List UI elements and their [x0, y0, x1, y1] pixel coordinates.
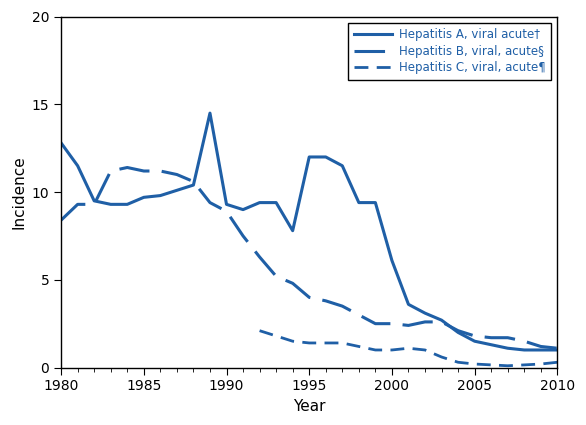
Hepatitis A, viral acute† — [455, 330, 462, 335]
Y-axis label: Incidence: Incidence — [11, 155, 26, 229]
Line: Hepatitis C, viral, acute¶: Hepatitis C, viral, acute¶ — [260, 331, 557, 366]
Hepatitis A, viral acute† — [173, 188, 180, 193]
Hepatitis A, viral acute† — [322, 154, 329, 159]
Hepatitis C, viral, acute¶ — [372, 347, 379, 352]
Hepatitis A, viral acute† — [389, 258, 396, 263]
Hepatitis A, viral acute† — [521, 347, 528, 352]
Hepatitis C, viral, acute¶ — [289, 339, 296, 344]
Hepatitis B, viral, acute§ — [537, 344, 544, 349]
Hepatitis B, viral, acute§ — [256, 255, 263, 260]
Hepatitis B, viral, acute§ — [57, 218, 64, 223]
Hepatitis A, viral acute† — [140, 195, 147, 200]
Hepatitis A, viral acute† — [537, 347, 544, 352]
Hepatitis A, viral acute† — [190, 182, 197, 187]
Hepatitis C, viral, acute¶ — [322, 340, 329, 346]
Hepatitis C, viral, acute¶ — [488, 363, 495, 368]
Hepatitis B, viral, acute§ — [124, 165, 131, 170]
Hepatitis B, viral, acute§ — [190, 179, 197, 184]
Hepatitis A, viral acute† — [256, 200, 263, 205]
Hepatitis A, viral acute† — [504, 346, 511, 351]
Hepatitis A, viral acute† — [57, 140, 64, 145]
Hepatitis C, viral, acute¶ — [389, 347, 396, 352]
Hepatitis A, viral acute† — [107, 202, 114, 207]
Hepatitis B, viral, acute§ — [173, 172, 180, 177]
Hepatitis B, viral, acute§ — [206, 200, 213, 205]
Hepatitis C, viral, acute¶ — [521, 363, 528, 368]
Hepatitis C, viral, acute¶ — [256, 328, 263, 333]
Hepatitis A, viral acute† — [272, 200, 280, 205]
Line: Hepatitis A, viral acute†: Hepatitis A, viral acute† — [61, 113, 557, 350]
Hepatitis A, viral acute† — [471, 339, 478, 344]
Hepatitis C, viral, acute¶ — [438, 354, 445, 360]
Hepatitis C, viral, acute¶ — [421, 347, 428, 352]
Hepatitis C, viral, acute¶ — [405, 346, 412, 351]
Hepatitis A, viral acute† — [240, 207, 247, 212]
Hepatitis B, viral, acute§ — [355, 312, 362, 317]
Hepatitis B, viral, acute§ — [91, 202, 98, 207]
Hepatitis B, viral, acute§ — [289, 281, 296, 286]
X-axis label: Year: Year — [293, 399, 325, 414]
Hepatitis B, viral, acute§ — [140, 168, 147, 173]
Hepatitis B, viral, acute§ — [455, 328, 462, 333]
Hepatitis B, viral, acute§ — [521, 339, 528, 344]
Hepatitis A, viral acute† — [223, 202, 230, 207]
Hepatitis C, viral, acute¶ — [455, 360, 462, 365]
Hepatitis A, viral acute† — [157, 193, 164, 198]
Hepatitis B, viral, acute§ — [322, 298, 329, 303]
Hepatitis A, viral acute† — [74, 163, 81, 168]
Hepatitis B, viral, acute§ — [504, 335, 511, 340]
Hepatitis B, viral, acute§ — [306, 295, 313, 300]
Line: Hepatitis B, viral, acute§: Hepatitis B, viral, acute§ — [61, 167, 557, 348]
Legend: Hepatitis A, viral acute†, Hepatitis B, viral, acute§, Hepatitis C, viral, acute: Hepatitis A, viral acute†, Hepatitis B, … — [348, 23, 551, 80]
Hepatitis A, viral acute† — [91, 198, 98, 204]
Hepatitis C, viral, acute¶ — [339, 340, 346, 346]
Hepatitis B, viral, acute§ — [372, 321, 379, 326]
Hepatitis B, viral, acute§ — [223, 209, 230, 214]
Hepatitis B, viral, acute§ — [471, 333, 478, 338]
Hepatitis A, viral acute† — [405, 302, 412, 307]
Hepatitis C, viral, acute¶ — [471, 362, 478, 367]
Hepatitis B, viral, acute§ — [157, 168, 164, 173]
Hepatitis C, viral, acute¶ — [355, 344, 362, 349]
Hepatitis B, viral, acute§ — [240, 233, 247, 238]
Hepatitis A, viral acute† — [421, 311, 428, 316]
Hepatitis A, viral acute† — [289, 228, 296, 233]
Hepatitis A, viral acute† — [554, 347, 561, 352]
Hepatitis B, viral, acute§ — [272, 274, 280, 279]
Hepatitis B, viral, acute§ — [438, 319, 445, 324]
Hepatitis C, viral, acute¶ — [272, 333, 280, 338]
Hepatitis C, viral, acute¶ — [537, 362, 544, 367]
Hepatitis A, viral acute† — [306, 154, 313, 159]
Hepatitis C, viral, acute¶ — [504, 363, 511, 368]
Hepatitis B, viral, acute§ — [554, 346, 561, 351]
Hepatitis A, viral acute† — [355, 200, 362, 205]
Hepatitis B, viral, acute§ — [74, 202, 81, 207]
Hepatitis A, viral acute† — [438, 317, 445, 323]
Hepatitis B, viral, acute§ — [107, 168, 114, 173]
Hepatitis C, viral, acute¶ — [306, 340, 313, 346]
Hepatitis B, viral, acute§ — [488, 335, 495, 340]
Hepatitis A, viral acute† — [372, 200, 379, 205]
Hepatitis B, viral, acute§ — [421, 319, 428, 324]
Hepatitis A, viral acute† — [206, 110, 213, 116]
Hepatitis B, viral, acute§ — [405, 323, 412, 328]
Hepatitis A, viral acute† — [339, 163, 346, 168]
Hepatitis C, viral, acute¶ — [554, 360, 561, 365]
Hepatitis A, viral acute† — [124, 202, 131, 207]
Hepatitis B, viral, acute§ — [389, 321, 396, 326]
Hepatitis B, viral, acute§ — [339, 303, 346, 309]
Hepatitis A, viral acute† — [488, 342, 495, 347]
